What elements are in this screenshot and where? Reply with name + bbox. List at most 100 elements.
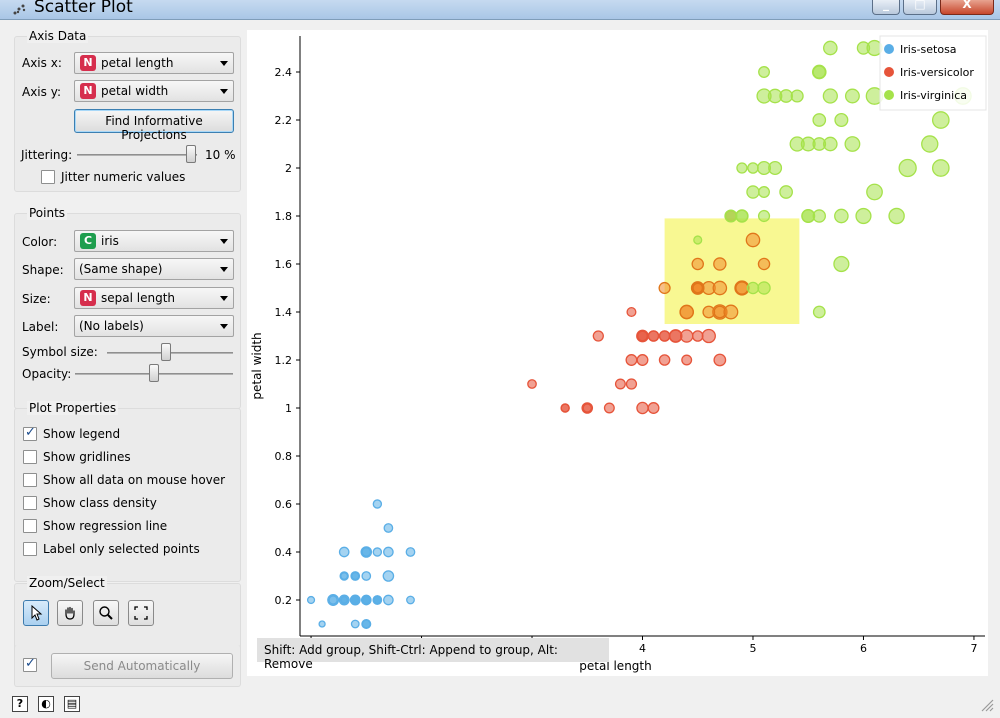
data-point-iris-virginica[interactable] (822, 88, 838, 104)
jittering-slider-handle[interactable] (186, 145, 196, 163)
data-point-iris-versicolor[interactable] (592, 330, 604, 342)
label-only-selected-checkbox[interactable] (23, 542, 37, 556)
data-point-iris-setosa[interactable] (340, 572, 349, 580)
report-icon[interactable]: ◐ (38, 696, 54, 712)
data-point-iris-virginica[interactable] (757, 209, 771, 223)
close-button[interactable]: X (940, 0, 994, 15)
data-point-iris-virginica[interactable] (790, 89, 804, 103)
data-point-iris-virginica[interactable] (693, 235, 703, 245)
data-point-iris-setosa[interactable] (350, 619, 360, 629)
data-point-iris-setosa[interactable] (338, 546, 350, 558)
data-point-iris-versicolor[interactable] (636, 354, 649, 366)
data-point-iris-versicolor[interactable] (691, 257, 704, 271)
data-point-iris-virginica[interactable] (812, 113, 827, 127)
data-point-iris-versicolor[interactable] (681, 354, 693, 366)
data-point-iris-virginica[interactable] (811, 64, 827, 80)
data-point-iris-versicolor[interactable] (679, 304, 694, 320)
data-point-iris-versicolor[interactable] (614, 378, 626, 390)
show-gridlines-checkbox[interactable] (23, 450, 37, 464)
data-point-iris-setosa[interactable] (306, 595, 316, 605)
jittering-slider-track[interactable] (77, 154, 197, 156)
data-point-iris-versicolor[interactable] (658, 330, 671, 342)
data-point-iris-setosa[interactable] (382, 570, 395, 582)
data-point-iris-setosa[interactable] (328, 595, 338, 605)
opacity-slider-handle[interactable] (149, 364, 159, 382)
data-point-iris-virginica[interactable] (931, 111, 950, 129)
data-point-iris-versicolor[interactable] (603, 402, 615, 414)
size-select[interactable]: N sepal length (74, 287, 234, 309)
data-point-iris-virginica[interactable] (812, 305, 826, 319)
data-point-iris-virginica[interactable] (724, 209, 738, 223)
data-point-iris-setosa[interactable] (350, 571, 360, 581)
send-automatically-button[interactable]: Send Automatically (51, 653, 233, 679)
data-point-iris-versicolor[interactable] (527, 379, 537, 389)
data-point-iris-versicolor[interactable] (757, 257, 771, 271)
data-point-iris-setosa[interactable] (383, 594, 394, 606)
data-point-iris-versicolor[interactable] (636, 401, 649, 415)
data-point-iris-virginica[interactable] (898, 158, 917, 178)
data-point-iris-versicolor[interactable] (637, 330, 648, 342)
data-point-iris-setosa[interactable] (361, 594, 372, 606)
scatter-plot-area[interactable]: 0.20.40.60.811.21.41.61.822.22.41234567p… (247, 30, 988, 676)
zoom-tool-button[interactable] (93, 600, 119, 626)
color-select[interactable]: C iris (74, 230, 234, 252)
data-point-iris-virginica[interactable] (758, 186, 770, 198)
data-point-iris-versicolor[interactable] (691, 330, 704, 342)
symbol-size-slider-handle[interactable] (161, 343, 171, 361)
data-point-iris-setosa[interactable] (340, 596, 348, 604)
data-point-iris-virginica[interactable] (768, 160, 783, 176)
data-point-iris-virginica[interactable] (834, 112, 849, 128)
data-point-iris-versicolor[interactable] (658, 354, 671, 366)
data-point-iris-setosa[interactable] (372, 595, 383, 605)
label-select[interactable]: (No labels) (74, 315, 234, 337)
data-point-iris-versicolor[interactable] (713, 257, 727, 271)
data-point-iris-virginica[interactable] (735, 209, 749, 223)
select-tool-button[interactable] (23, 600, 49, 626)
data-point-iris-virginica[interactable] (921, 135, 939, 153)
data-point-iris-versicolor[interactable] (669, 329, 683, 343)
data-point-iris-virginica[interactable] (866, 183, 883, 201)
data-point-iris-virginica[interactable] (844, 88, 860, 104)
show-all-data-checkbox[interactable] (23, 473, 37, 487)
data-point-iris-virginica[interactable] (779, 185, 793, 199)
maximize-button[interactable]: □ (903, 0, 937, 15)
data-point-iris-setosa[interactable] (372, 499, 383, 509)
data-point-iris-versicolor[interactable] (625, 378, 638, 390)
data-point-iris-setosa[interactable] (361, 619, 371, 629)
data-point-iris-versicolor[interactable] (745, 232, 761, 248)
data-point-iris-setosa[interactable] (361, 571, 372, 581)
data-point-iris-virginica[interactable] (758, 66, 770, 78)
data-point-iris-versicolor[interactable] (625, 354, 638, 366)
data-point-iris-versicolor[interactable] (658, 281, 671, 295)
data-point-iris-setosa[interactable] (405, 547, 416, 557)
data-point-iris-setosa[interactable] (383, 523, 394, 533)
scatter-chart[interactable]: 0.20.40.60.811.21.41.61.822.22.41234567p… (247, 30, 988, 676)
data-point-iris-virginica[interactable] (833, 255, 850, 273)
data-point-iris-versicolor[interactable] (713, 353, 727, 367)
find-informative-projections-button[interactable]: Find Informative Projections (74, 109, 234, 142)
axis-y-select[interactable]: N petal width (74, 80, 234, 102)
data-point-iris-virginica[interactable] (823, 40, 838, 56)
data-point-iris-versicolor[interactable] (581, 402, 594, 414)
data-point-iris-virginica[interactable] (812, 137, 827, 151)
data-point-iris-virginica[interactable] (746, 281, 760, 295)
data-point-iris-versicolor[interactable] (679, 329, 694, 343)
show-regression-line-checkbox[interactable] (23, 519, 37, 533)
data-point-iris-virginica[interactable] (767, 88, 783, 104)
data-point-iris-virginica[interactable] (746, 185, 760, 199)
data-point-iris-virginica[interactable] (931, 159, 950, 177)
data-point-iris-versicolor[interactable] (702, 305, 716, 319)
pan-tool-button[interactable] (57, 600, 83, 626)
data-point-iris-virginica[interactable] (801, 209, 816, 223)
data-point-iris-setosa[interactable] (372, 547, 383, 557)
help-icon[interactable]: ? (12, 696, 28, 712)
data-point-iris-virginica[interactable] (747, 162, 759, 174)
axis-x-select[interactable]: N petal length (74, 52, 234, 74)
save-image-icon[interactable]: ▤ (64, 696, 80, 712)
data-point-iris-virginica[interactable] (736, 162, 748, 174)
data-point-iris-virginica[interactable] (834, 208, 849, 224)
data-point-iris-setosa[interactable] (406, 595, 415, 605)
data-point-iris-versicolor[interactable] (712, 280, 728, 296)
resize-grip-icon[interactable] (980, 698, 994, 712)
data-point-iris-versicolor[interactable] (723, 304, 739, 320)
